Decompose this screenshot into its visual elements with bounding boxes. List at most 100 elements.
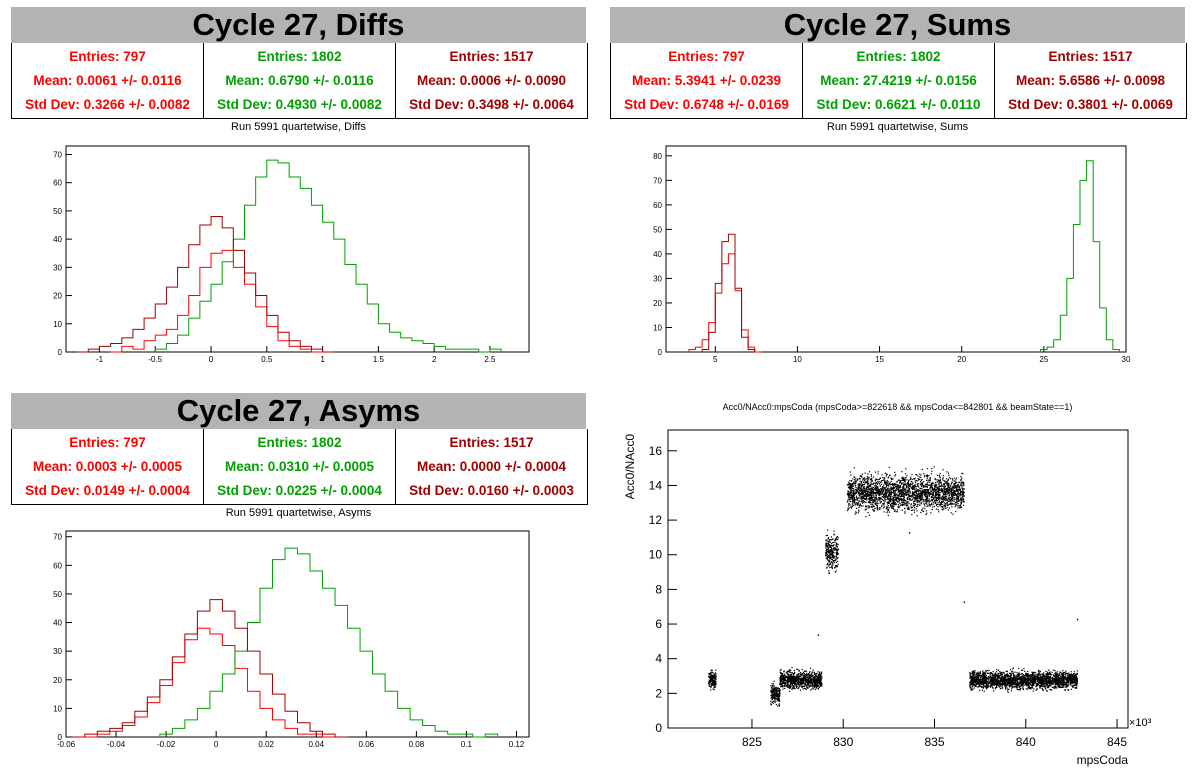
scatter-point (937, 493, 939, 496)
scatter-point (772, 697, 774, 699)
scatter-point (894, 490, 896, 492)
scatter-point (919, 487, 921, 489)
scatter-point (835, 542, 837, 544)
scatter-point (869, 497, 872, 499)
scatter-point (915, 491, 917, 493)
scatter-point (813, 680, 816, 682)
scatter-point (889, 504, 891, 506)
scatter-point (953, 490, 956, 492)
scatter-point (802, 674, 804, 676)
scatter-point (911, 513, 913, 516)
scatter-point (857, 501, 859, 503)
scatter-point (709, 682, 712, 684)
scatter-point (789, 686, 792, 689)
scatter-point (865, 491, 867, 493)
scatter-point (949, 493, 951, 495)
scatter-point (829, 562, 831, 564)
scatter-point (826, 564, 828, 566)
scatter-point (810, 676, 812, 678)
scatter-point (860, 487, 863, 489)
scatter-point (711, 680, 713, 682)
scatter-point (953, 485, 955, 487)
scatter-point (779, 692, 781, 694)
scatter-point (828, 557, 831, 559)
scatter-point (877, 471, 879, 473)
scatter-point (922, 490, 924, 492)
scatter-point (827, 559, 829, 561)
scatter-point (959, 506, 961, 509)
scatter-point (955, 503, 957, 506)
scatter-point (904, 488, 906, 490)
scatter-point (975, 673, 977, 676)
scatter-point (892, 498, 895, 501)
scatter-point (927, 475, 929, 477)
scatter-point (855, 489, 857, 491)
scatter-point (1010, 679, 1013, 681)
scatter-point (906, 493, 908, 496)
scatter-point (870, 478, 873, 481)
scatter-point (974, 681, 976, 683)
scatter-point (963, 484, 965, 486)
scatter-point (901, 501, 903, 504)
scatter-point (907, 498, 909, 501)
scatter-point (862, 497, 864, 499)
scatter-point (1033, 676, 1035, 678)
scatter-point (1012, 668, 1014, 670)
scatter-point (925, 493, 928, 495)
scatter-point (803, 672, 806, 675)
scatter-point (853, 499, 855, 502)
scatter-point (915, 490, 917, 492)
scatter-point (1046, 683, 1048, 686)
scatter-point (948, 486, 950, 488)
scatter-point (949, 498, 951, 500)
plot-frame (65, 145, 530, 353)
x-tick-label: 1 (320, 355, 325, 364)
scatter-point (874, 499, 876, 501)
scatter-point (847, 499, 849, 501)
scatter-plot: 825 830 835 840 8450246810121416mpsCoda×10³A… (623, 429, 1152, 767)
scatter-point (928, 493, 931, 495)
y-tick-label: 0 (58, 733, 63, 742)
scatter-point (950, 478, 952, 480)
scatter-point (1051, 683, 1053, 685)
scatter-point (848, 495, 851, 497)
scatter-point (879, 494, 881, 496)
scatter-point (829, 549, 831, 551)
scatter-point (926, 468, 928, 470)
scatter-point (909, 491, 911, 493)
scatter-point (941, 487, 943, 490)
scatter-point (834, 548, 836, 550)
scatter-point (859, 492, 861, 494)
scatter-point (1062, 679, 1064, 681)
scatter-point (930, 489, 932, 491)
scatter-point (787, 671, 789, 673)
scatter-point (974, 681, 976, 684)
scatter-point (920, 490, 922, 492)
scatter-point (799, 689, 802, 691)
scatter-point (874, 500, 876, 502)
scatter-point (894, 483, 896, 485)
scatter-point (715, 682, 717, 684)
scatter-point (1029, 674, 1031, 677)
scatter-point (776, 691, 778, 693)
scatter-point (852, 491, 855, 494)
scatter-point (787, 681, 789, 683)
scatter-point (901, 471, 903, 473)
scatter-point (810, 679, 812, 681)
scatter-point (960, 499, 963, 501)
scatter-point (985, 680, 987, 683)
scatter-point (888, 493, 890, 495)
scatter-point (829, 550, 831, 552)
scatter-point (892, 497, 894, 499)
scatter-point (836, 535, 839, 538)
scatter-point (951, 487, 954, 489)
scatter-point (872, 499, 875, 501)
scatter-point (708, 672, 710, 675)
scatter-point (926, 503, 928, 505)
scatter-point (1031, 685, 1033, 687)
scatter-point (898, 498, 900, 500)
scatter-point (895, 474, 897, 476)
scatter-point (831, 552, 834, 554)
scatter-point (939, 492, 941, 494)
scatter-point (939, 479, 942, 481)
